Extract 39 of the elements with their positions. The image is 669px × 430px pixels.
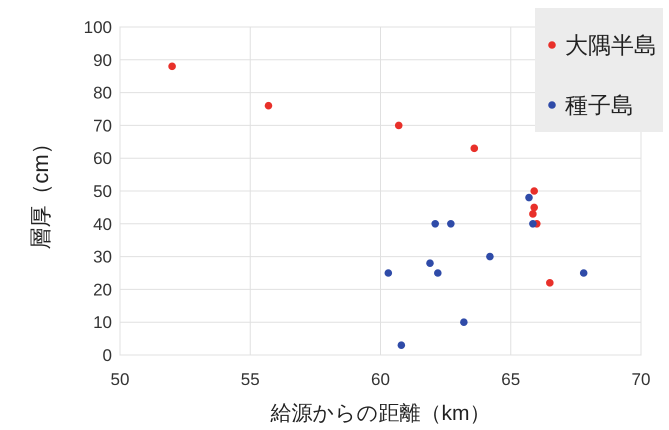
point (168, 62, 176, 70)
point (530, 204, 538, 212)
x-axis-title: 給源からの距離（km） (270, 402, 490, 425)
point (529, 220, 537, 228)
y-axis-title: 層厚（cm） (28, 132, 53, 250)
y-tick-label: 50 (93, 182, 112, 201)
y-tick-label: 40 (93, 214, 112, 234)
y-tick-label: 70 (93, 116, 112, 136)
point (580, 269, 588, 277)
point (525, 194, 533, 202)
y-tick-label: 10 (93, 313, 112, 332)
y-tick-label: 30 (93, 248, 112, 267)
point (447, 220, 455, 228)
y-tick-label: 80 (93, 84, 112, 103)
point (546, 279, 554, 287)
point (530, 187, 538, 195)
y-tick-label: 100 (84, 18, 112, 37)
point (398, 341, 406, 349)
y-tick-label: 20 (93, 280, 112, 300)
point (384, 269, 392, 277)
point (431, 220, 440, 228)
y-tick-label: 0 (102, 346, 112, 365)
x-tick-label: 60 (371, 370, 390, 389)
x-tick-label: 55 (240, 370, 260, 389)
point (434, 269, 442, 277)
point (394, 122, 403, 130)
x-tick-label: 70 (632, 370, 650, 389)
legend-label: 種子島 (565, 92, 634, 118)
legend-label: 大隅半島 (565, 32, 657, 58)
point (470, 144, 478, 152)
x-tick-label: 65 (501, 370, 520, 389)
x-tick-label: 50 (110, 370, 130, 389)
point (460, 318, 468, 326)
y-tick-label: 60 (93, 149, 112, 168)
point (486, 252, 494, 260)
point (264, 102, 272, 110)
y-tick-label: 90 (93, 50, 112, 70)
point (529, 210, 537, 218)
point (426, 259, 434, 267)
